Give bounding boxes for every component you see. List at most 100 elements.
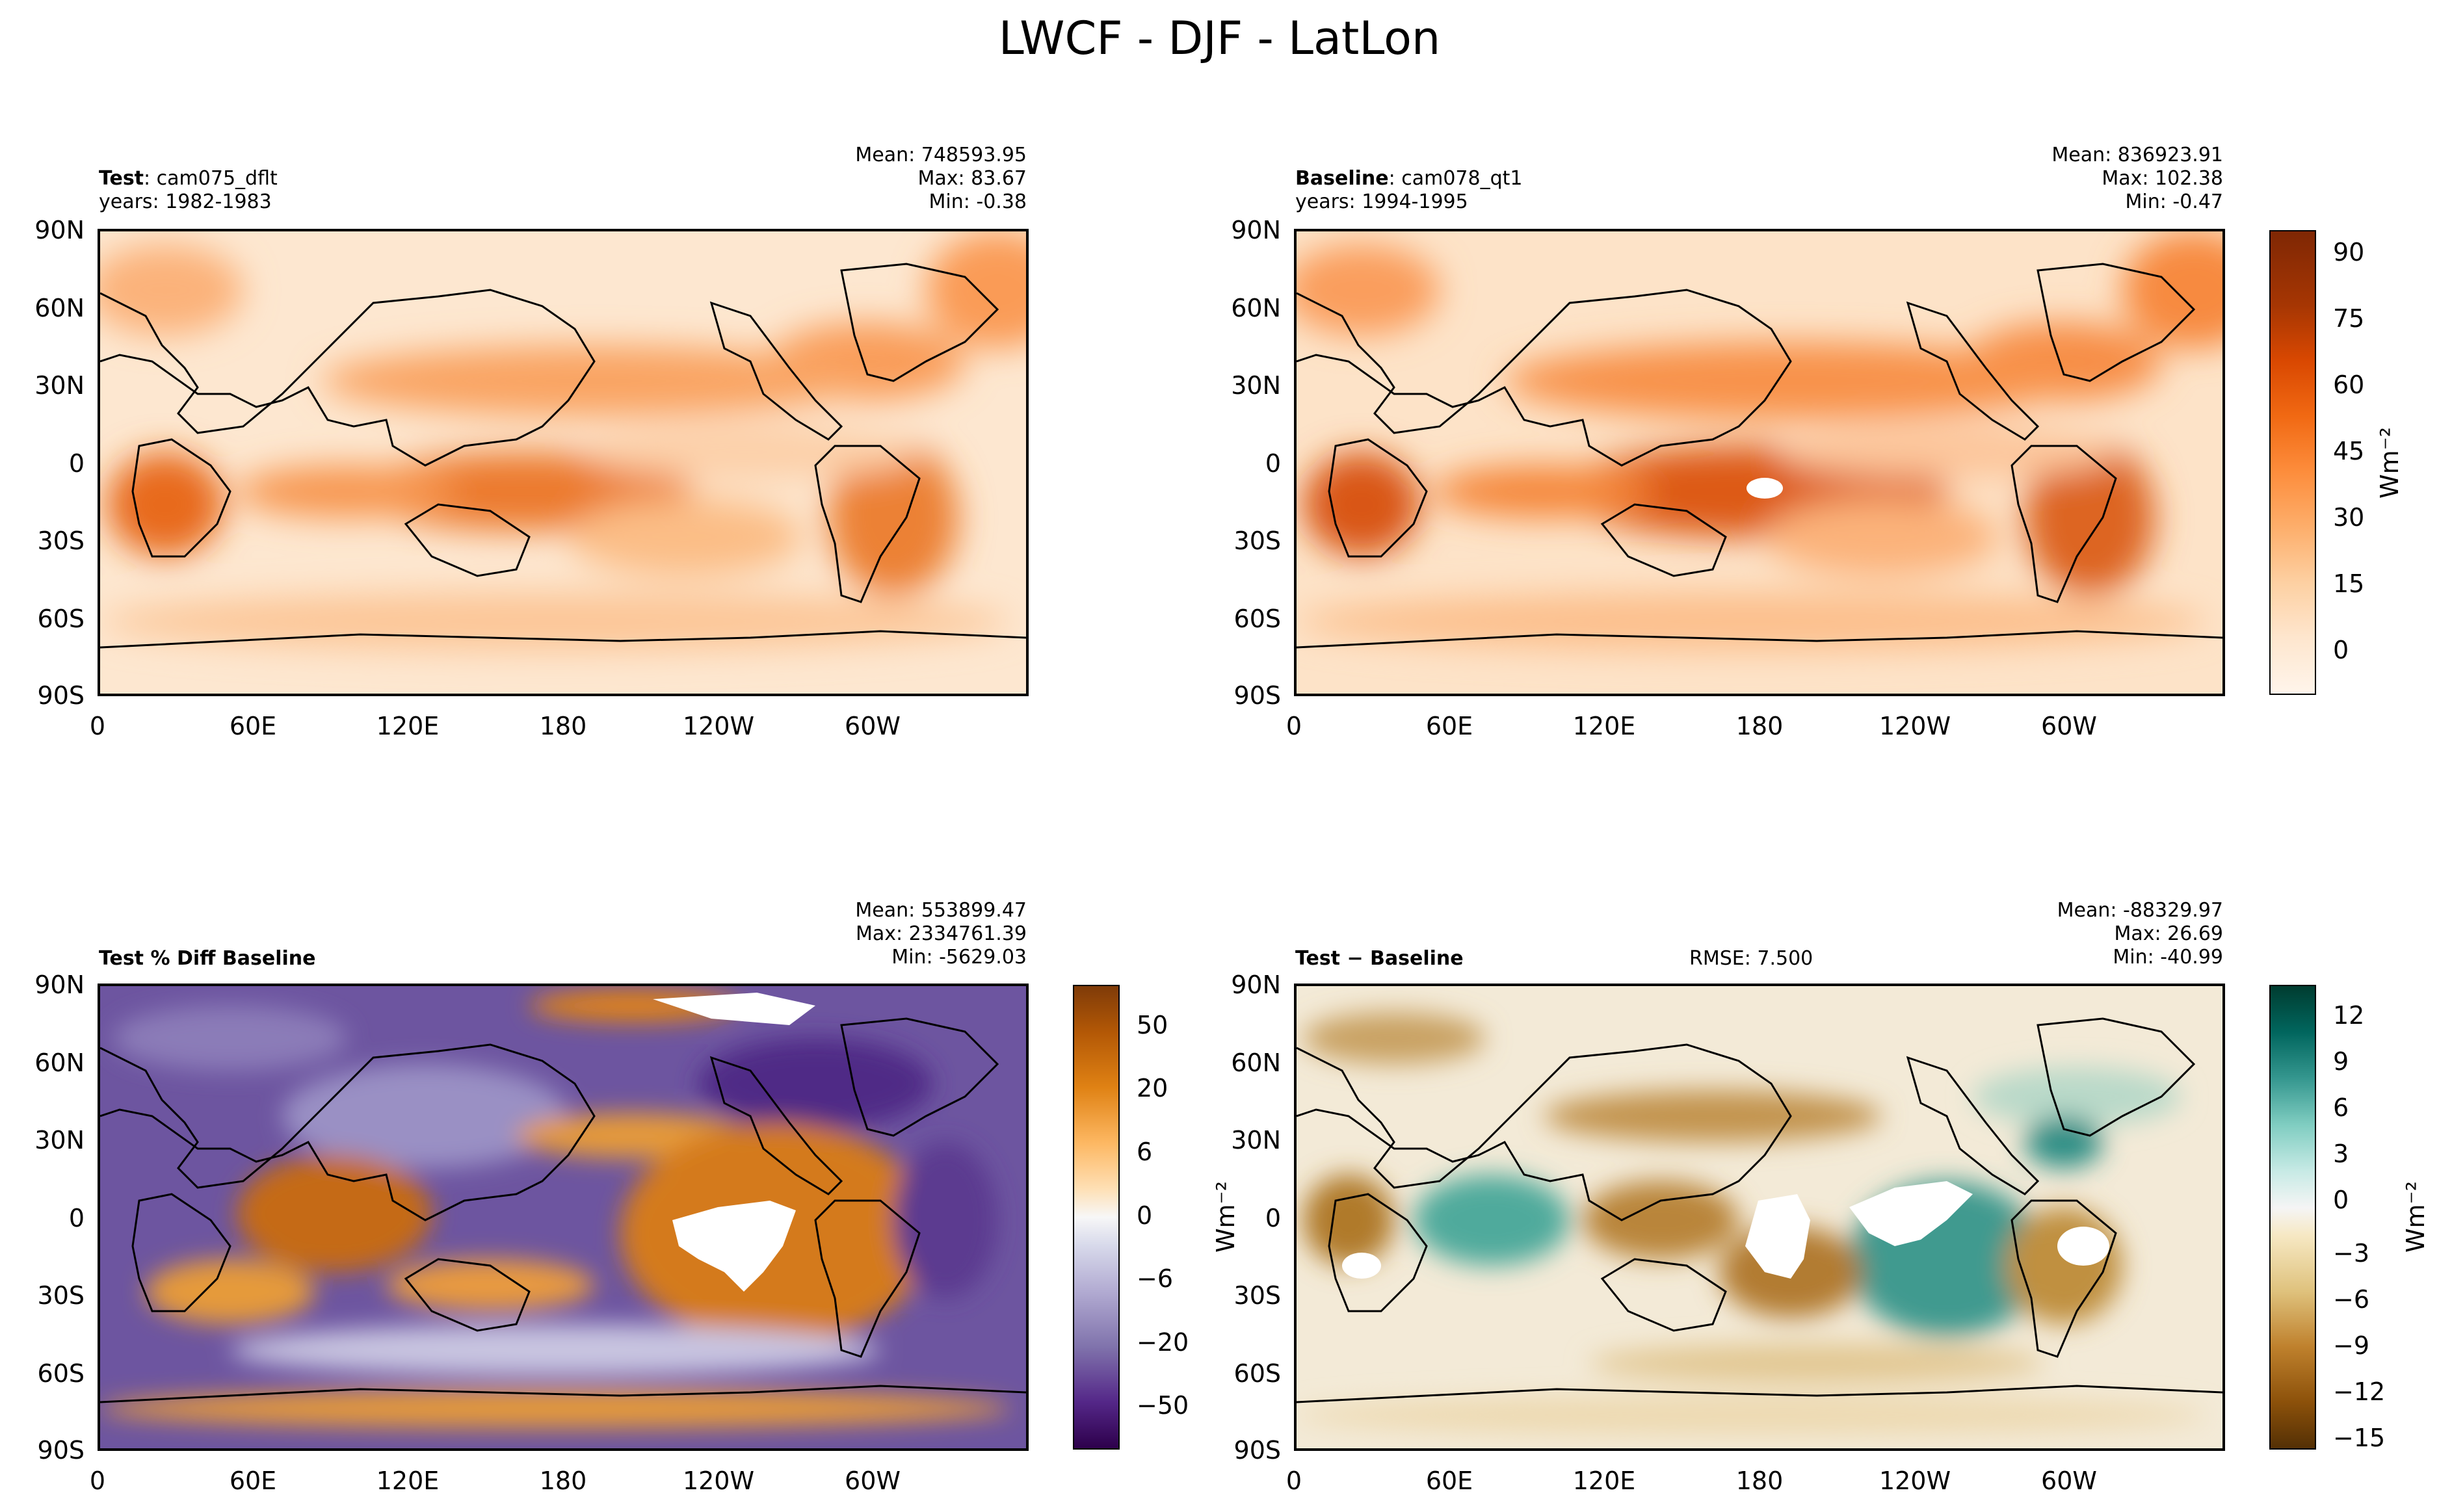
lat-tick: 30N [34,1126,85,1154]
lat-tick: 30N [1231,1126,1281,1154]
lon-tick: 180 [1735,712,1784,740]
diff-missing-region [1745,1194,1810,1279]
pct-diff-min: Min: -5629.03 [891,946,1027,969]
lat-tick: 60N [1231,1049,1281,1077]
lon-tick: 0 [89,1466,106,1495]
lon-tick: 120W [682,1466,755,1495]
baseline-years: years: 1994-1995 [1295,190,1468,213]
test-blob [581,426,919,478]
lon-tick: 120E [1572,1466,1636,1495]
lat-tick: 90S [37,681,85,710]
colorbar-main [2269,230,2316,695]
baseline-min: Min: -0.47 [2125,190,2224,213]
baseline-blob [1303,452,1420,556]
colorbar-diff-tick: 3 [2333,1140,2349,1168]
lat-tick: 0 [68,1204,85,1232]
diff-map [1294,984,2225,1451]
pct-diff-map-plot [100,986,1026,1448]
lon-tick: 60W [2041,712,2097,740]
diff-blob [1589,1344,2044,1383]
test-blob [100,592,1010,651]
pct-diff-blob [113,1006,347,1071]
diff-missing-region [1342,1253,1381,1279]
lon-tick: 60E [229,1466,277,1495]
test-blob [100,244,243,335]
lat-tick: 90S [37,1436,85,1465]
baseline-blob [2122,231,2222,348]
lat-tick: 60N [1231,294,1281,322]
lat-tick: 30N [34,371,85,400]
lon-tick: 60E [1425,712,1473,740]
lon-tick: 60W [845,1466,901,1495]
pct-diff-blob [893,1142,997,1298]
colorbar-main-tick: 15 [2333,569,2365,598]
colorbar-main-unit: Wm⁻² [2375,427,2404,499]
diff-mean: Mean: -88329.97 [2057,899,2223,922]
lon-tick: 120E [1572,712,1636,740]
lon-tick: 60W [845,712,901,740]
pct-diff-missing-region [653,993,815,1025]
colorbar-pct-tick: −50 [1137,1391,1189,1420]
test-coastlines [100,263,1026,649]
colorbar-diff-tick: −3 [2333,1239,2370,1268]
colorbar-main-tick: 30 [2333,503,2365,532]
colorbar-diff-tick: −9 [2333,1331,2370,1360]
lat-tick: 90N [34,971,85,999]
baseline-blob [1765,498,1999,576]
colorbar-pct-tick: 0 [1137,1201,1153,1230]
lat-tick: 90N [1231,216,1281,244]
baseline-map-plot [1297,231,2222,694]
lat-tick: 90N [1231,971,1281,999]
test-blob [107,452,224,556]
pct-diff-blob [146,1259,315,1324]
diff-missing-region [2057,1227,2109,1266]
lon-tick: 180 [539,712,587,740]
lon-tick: 120W [1879,712,1951,740]
test-min: Min: -0.38 [929,190,1027,213]
lon-tick: 180 [539,1466,587,1495]
colorbar-diff-tick: −15 [2333,1424,2386,1452]
pct-diff-blob [237,1155,432,1272]
baseline-missing-region [1747,478,1783,499]
lat-tick: 60S [1233,605,1281,633]
test-blob [237,465,458,517]
baseline-title: Baseline: cam078_qt1 [1295,168,1523,190]
colorbar-diff-tick: 0 [2333,1186,2349,1214]
lat-tick: 30S [1233,1281,1281,1310]
pct-diff-coastlines [100,1017,1026,1403]
lat-tick: 60S [37,1359,85,1388]
colorbar-diff-tick: 9 [2333,1047,2349,1076]
lon-tick: 120E [376,1466,440,1495]
test-blob [321,345,867,417]
baseline-blob [1778,426,2116,478]
diff-max: Max: 26.69 [2114,922,2223,945]
lat-tick: 60N [34,294,85,322]
test-max: Max: 83.67 [917,167,1027,190]
diff-title: Test − Baseline [1295,948,1464,970]
lon-tick: 0 [1285,1466,1302,1495]
pct-diff-blob [100,1389,1010,1428]
lat-tick: 30S [37,527,85,555]
colorbar-pct-tick: 20 [1137,1074,1168,1102]
diff-min: Min: -40.99 [2113,946,2223,969]
lat-tick: 30S [1233,527,1281,555]
lon-tick: 0 [1285,712,1302,740]
colorbar-diff-tick: 6 [2333,1093,2349,1122]
diff-blob [1544,1090,1882,1142]
lon-tick: 120E [376,712,440,740]
lat-tick: 90N [34,216,85,244]
pct-diff-blob [230,1324,880,1376]
colorbar-main-tick: 90 [2333,238,2365,267]
test-title: Test: cam075_dflt [99,168,278,190]
pct-diff-max: Max: 2334761.39 [856,922,1027,945]
lon-tick: 120W [682,712,755,740]
test-years: years: 1982-1983 [99,190,272,213]
pct-diff-missing-region [672,1201,796,1292]
lat-tick: 60S [1233,1359,1281,1388]
pct-diff-field [100,989,1010,1428]
lat-tick: 60N [34,1049,85,1077]
baseline-name: Baseline [1295,167,1389,190]
lat-tick: 0 [1265,1204,1281,1232]
lat-tick: 30N [1231,371,1281,400]
lon-tick: 60W [2041,1466,2097,1495]
